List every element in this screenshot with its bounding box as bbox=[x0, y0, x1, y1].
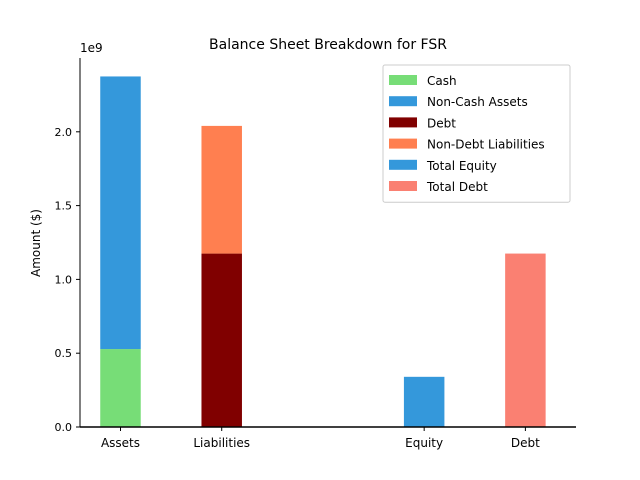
x-tick-label-debt: Debt bbox=[511, 436, 540, 450]
legend-label: Non-Debt Liabilities bbox=[427, 138, 545, 152]
x-tick-label-assets: Assets bbox=[101, 436, 140, 450]
bar-total-equity bbox=[403, 376, 445, 427]
chart-title: Balance Sheet Breakdown for FSR bbox=[209, 37, 447, 53]
y-tick-label: 0.5 bbox=[55, 347, 73, 360]
bars-group bbox=[100, 76, 546, 427]
bar-cash bbox=[100, 349, 141, 427]
y-offset-label: 1e9 bbox=[80, 41, 103, 55]
y-tick-label: 2.0 bbox=[55, 126, 73, 139]
y-tick-label: 1.0 bbox=[55, 273, 73, 286]
legend-swatch bbox=[389, 117, 417, 128]
legend-label: Cash bbox=[427, 74, 457, 88]
axes-group: 0.0 0.5 1.0 1.5 2.0 Assets Liabilities Equity De… bbox=[55, 58, 576, 450]
x-tick-label-liabilities: Liabilities bbox=[193, 436, 250, 450]
legend-label: Debt bbox=[427, 116, 456, 130]
legend-swatch bbox=[389, 159, 417, 170]
y-tick-label: 1.5 bbox=[55, 200, 73, 213]
legend-swatch bbox=[389, 181, 417, 191]
legend-label: Total Debt bbox=[426, 180, 488, 194]
bar-debt bbox=[201, 253, 242, 427]
y-axis-label: Amount ($) bbox=[29, 209, 43, 277]
legend: Cash Non-Cash Assets Debt Non-Debt Liabilit… bbox=[382, 64, 571, 203]
x-tick-label-equity: Equity bbox=[405, 436, 443, 450]
legend-swatch bbox=[389, 75, 417, 85]
y-tick-label: 0.0 bbox=[55, 421, 73, 434]
legend-swatch bbox=[389, 96, 417, 107]
bar-non-debt-liabilities bbox=[201, 125, 242, 254]
legend-swatch bbox=[389, 138, 417, 149]
legend-label: Non-Cash Assets bbox=[427, 95, 528, 109]
legend-label: Total Equity bbox=[426, 159, 497, 173]
bar-total-debt bbox=[505, 253, 546, 427]
legend-box bbox=[382, 64, 571, 203]
bar-non-cash-assets bbox=[100, 76, 141, 350]
